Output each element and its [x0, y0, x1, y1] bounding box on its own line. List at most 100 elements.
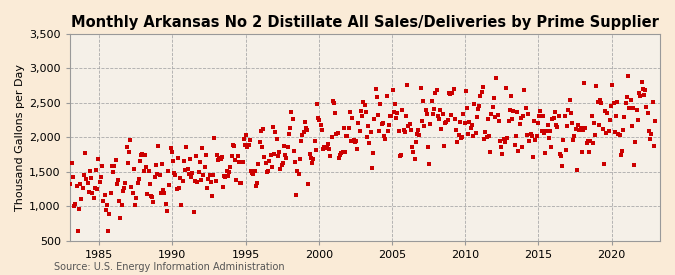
Point [475, 94, 486, 98]
Point [436, 127, 447, 131]
Point [545, 129, 556, 133]
Point [215, 157, 226, 161]
Point [566, 121, 577, 125]
Point [78, 173, 89, 178]
Point [137, 152, 148, 156]
Point [427, 111, 438, 116]
Point [418, 98, 429, 103]
Point [87, 191, 98, 195]
Point [203, 177, 214, 182]
Point [630, 140, 641, 144]
Point [485, 150, 495, 155]
Point [170, 173, 181, 177]
Point [414, 133, 425, 138]
Point [142, 192, 153, 197]
Point [331, 132, 342, 136]
Point [392, 111, 403, 115]
Point [103, 229, 113, 233]
Point [474, 103, 485, 108]
Point [217, 185, 228, 189]
Point [171, 187, 182, 191]
Point [330, 111, 341, 115]
Point [75, 182, 86, 186]
Point [632, 118, 643, 122]
Point [219, 174, 230, 178]
Point [310, 147, 321, 152]
Point [306, 156, 317, 160]
Point [394, 154, 405, 158]
Point [541, 129, 551, 133]
Point [374, 129, 385, 133]
Point [248, 171, 259, 176]
Point [439, 144, 450, 148]
Point [463, 131, 474, 136]
Point [196, 178, 207, 183]
Point [229, 144, 240, 148]
Point [376, 122, 387, 126]
Point [590, 133, 601, 137]
Point [502, 136, 513, 141]
Point [431, 88, 442, 92]
Point [566, 111, 576, 116]
Point [584, 150, 595, 154]
Point [568, 138, 578, 142]
Point [599, 109, 610, 114]
Point [360, 109, 371, 114]
Point [188, 210, 199, 214]
Point [125, 138, 136, 142]
Point [169, 170, 180, 175]
Point [261, 170, 272, 175]
Point [207, 194, 217, 198]
Point [97, 164, 107, 168]
Point [197, 146, 208, 150]
Point [645, 137, 655, 141]
Point [403, 123, 414, 128]
Point [298, 129, 309, 134]
Point [312, 102, 323, 106]
Point [308, 157, 319, 162]
Point [128, 167, 139, 172]
Point [344, 126, 354, 130]
Point [271, 137, 282, 141]
Point [264, 159, 275, 163]
Point [487, 105, 498, 109]
Point [309, 139, 320, 143]
Point [572, 168, 583, 172]
Point [398, 128, 409, 132]
Point [358, 100, 369, 104]
Point [439, 120, 450, 125]
Point [464, 119, 475, 124]
Point [589, 121, 599, 125]
Point [522, 112, 533, 116]
Point [335, 153, 346, 157]
Point [232, 154, 243, 158]
Point [498, 137, 509, 142]
Point [313, 115, 323, 120]
Point [104, 211, 115, 216]
Point [368, 150, 379, 155]
Point [506, 94, 516, 99]
Point [560, 114, 570, 118]
Point [407, 145, 418, 149]
Point [208, 172, 219, 177]
Point [543, 136, 554, 140]
Point [469, 101, 480, 106]
Point [323, 142, 333, 147]
Point [610, 129, 620, 134]
Point [540, 151, 551, 156]
Point [401, 114, 412, 118]
Point [616, 153, 626, 157]
Point [235, 181, 246, 186]
Point [356, 114, 367, 118]
Point [246, 169, 256, 174]
Point [587, 141, 598, 145]
Point [454, 120, 465, 125]
Point [86, 175, 97, 180]
Point [143, 169, 154, 173]
Point [450, 117, 460, 122]
Point [552, 125, 563, 129]
Point [242, 145, 252, 150]
Point [373, 113, 383, 117]
Point [385, 114, 396, 118]
Point [202, 186, 213, 191]
